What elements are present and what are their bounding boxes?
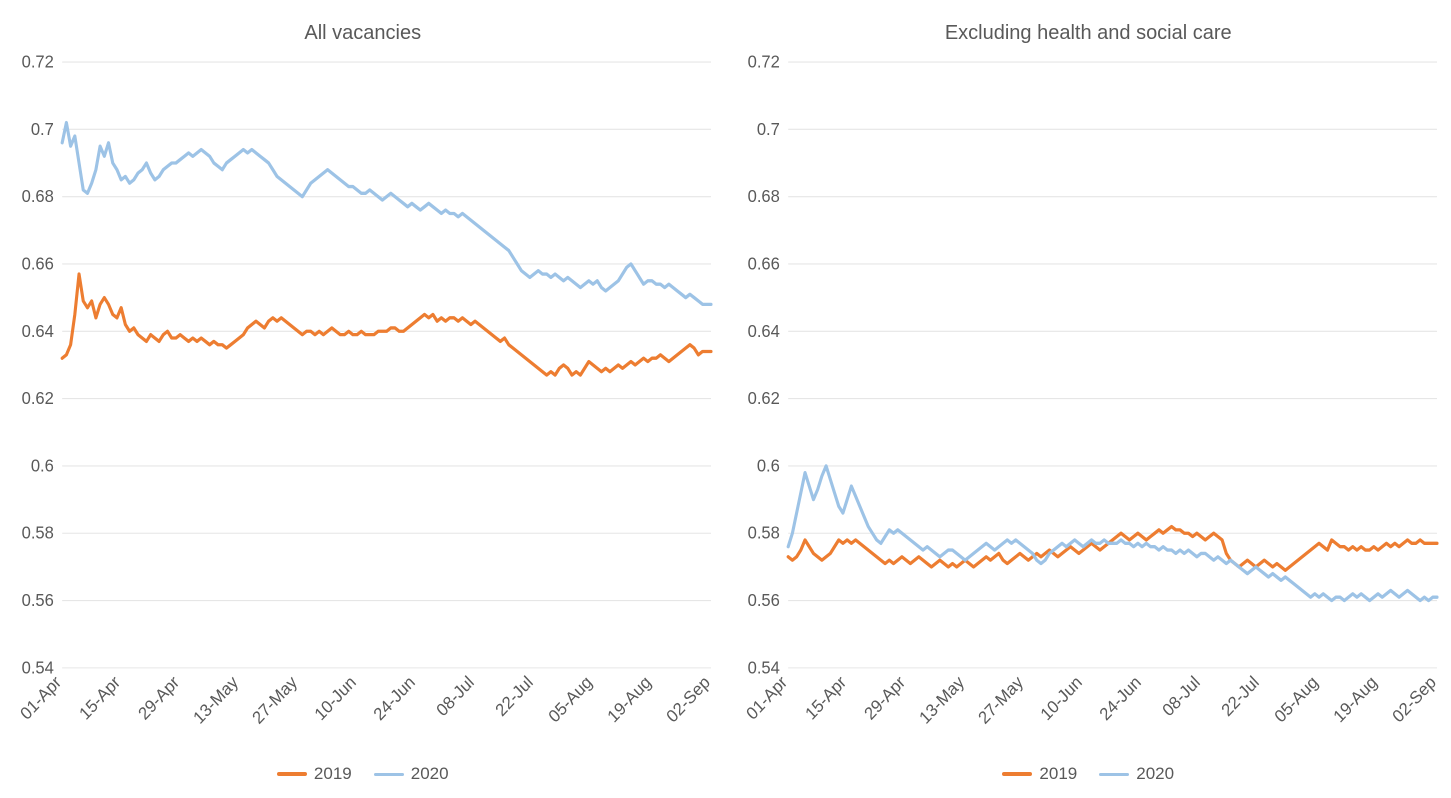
- y-tick-label: 0.7: [756, 119, 779, 139]
- panel-all_vacancies: All vacancies0.540.560.580.60.620.640.66…: [0, 0, 726, 798]
- y-tick-label: 0.7: [31, 119, 54, 139]
- x-tick-label: 10-Jun: [311, 672, 360, 724]
- x-tick-label: 24-Jun: [370, 672, 419, 724]
- series-2020: [62, 123, 711, 305]
- x-tick-label: 02-Sep: [1388, 672, 1439, 726]
- x-tick-label: 10-Jun: [1036, 672, 1085, 724]
- plot-area: 0.540.560.580.60.620.640.660.680.70.7201…: [0, 51, 726, 756]
- legend-item: 2020: [374, 764, 449, 784]
- x-tick-label: 08-Jul: [1158, 672, 1203, 720]
- y-tick-label: 0.58: [747, 523, 779, 543]
- y-tick-label: 0.6: [31, 456, 54, 476]
- y-tick-label: 0.68: [22, 187, 54, 207]
- x-tick-label: 02-Sep: [663, 672, 714, 726]
- x-tick-label: 22-Jul: [1217, 672, 1262, 720]
- x-tick-label: 15-Apr: [801, 672, 849, 723]
- series-2019: [62, 274, 711, 375]
- x-tick-label: 24-Jun: [1095, 672, 1144, 724]
- y-tick-label: 0.62: [22, 389, 54, 409]
- y-tick-label: 0.56: [22, 591, 54, 611]
- legend-item: 2019: [1002, 764, 1077, 784]
- legend: 2019 2020: [726, 756, 1451, 798]
- y-tick-label: 0.62: [747, 389, 779, 409]
- y-tick-label: 0.64: [22, 321, 55, 341]
- legend-item: 2020: [1099, 764, 1174, 784]
- x-tick-label: 13-May: [915, 672, 967, 728]
- x-tick-label: 05-Aug: [545, 672, 596, 726]
- x-tick-label: 05-Aug: [1270, 672, 1321, 726]
- legend-swatch: [1099, 773, 1129, 776]
- legend-label: 2019: [314, 764, 352, 784]
- y-tick-label: 0.56: [747, 591, 779, 611]
- x-tick-label: 27-May: [249, 672, 301, 728]
- panel-title: Excluding health and social care: [726, 0, 1451, 51]
- x-tick-label: 01-Apr: [17, 672, 65, 723]
- legend-item: 2019: [277, 764, 352, 784]
- y-tick-label: 0.64: [747, 321, 780, 341]
- legend-label: 2020: [1136, 764, 1174, 784]
- y-tick-label: 0.72: [747, 52, 779, 72]
- y-tick-label: 0.6: [756, 456, 779, 476]
- legend: 2019 2020: [0, 756, 726, 798]
- legend-swatch: [374, 773, 404, 776]
- x-tick-label: 27-May: [974, 672, 1026, 728]
- x-tick-label: 13-May: [190, 672, 242, 728]
- x-tick-label: 29-Apr: [135, 672, 183, 723]
- legend-swatch: [277, 772, 307, 776]
- y-tick-label: 0.58: [22, 523, 54, 543]
- x-tick-label: 19-Aug: [604, 672, 655, 726]
- y-tick-label: 0.68: [747, 187, 779, 207]
- x-tick-label: 19-Aug: [1329, 672, 1380, 726]
- legend-swatch: [1002, 772, 1032, 776]
- y-tick-label: 0.66: [22, 254, 54, 274]
- legend-label: 2019: [1039, 764, 1077, 784]
- legend-label: 2020: [411, 764, 449, 784]
- panel-title: All vacancies: [0, 0, 726, 51]
- y-tick-label: 0.72: [22, 52, 54, 72]
- chart-grid: All vacancies0.540.560.580.60.620.640.66…: [0, 0, 1451, 798]
- plot-area: 0.540.560.580.60.620.640.660.680.70.7201…: [726, 51, 1451, 756]
- x-tick-label: 08-Jul: [433, 672, 478, 720]
- x-tick-label: 15-Apr: [76, 672, 124, 723]
- panel-excl_health: Excluding health and social care0.540.56…: [726, 0, 1451, 798]
- y-tick-label: 0.66: [747, 254, 779, 274]
- x-tick-label: 01-Apr: [742, 672, 790, 723]
- x-tick-label: 29-Apr: [860, 672, 908, 723]
- x-tick-label: 22-Jul: [492, 672, 537, 720]
